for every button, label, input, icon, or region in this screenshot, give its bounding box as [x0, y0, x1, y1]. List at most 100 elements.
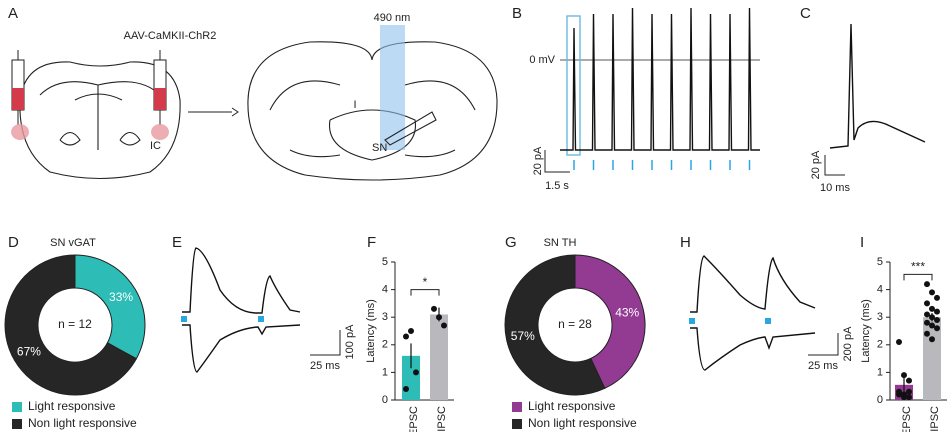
- y-tick-label: 4: [877, 284, 883, 296]
- pie-slice: [504, 254, 606, 396]
- data-point: [924, 300, 930, 307]
- brain-detail: [269, 80, 476, 161]
- legend-label: Non light responsive: [528, 416, 637, 430]
- center-label: n = 12: [58, 317, 92, 331]
- light-beam: [380, 25, 405, 150]
- light-pulse: [258, 316, 264, 322]
- y-tick-label: 1: [877, 366, 883, 378]
- y-tick-label: 5: [382, 256, 388, 268]
- data-point: [413, 369, 419, 376]
- y-axis-label: Latency (ms): [365, 299, 377, 363]
- syringe-fill: [154, 88, 166, 110]
- legend-label: Non light responsive: [28, 416, 137, 430]
- significance-bracket: [903, 273, 933, 281]
- y-tick-label: 2: [382, 339, 388, 351]
- chart-title: SN vGAT: [50, 237, 96, 249]
- data-point: [906, 377, 912, 384]
- y-tick-label: 4: [382, 284, 388, 296]
- data-point: [929, 336, 935, 343]
- center-label: n = 28: [558, 317, 592, 331]
- scale-x: 1.5 s: [545, 180, 569, 192]
- scale-x: 25 ms: [310, 360, 340, 372]
- x-tick-label: IPSC: [929, 406, 941, 432]
- data-point: [901, 372, 907, 379]
- scale-bar: [544, 150, 570, 173]
- pie-slice: [4, 254, 138, 396]
- electrode: [384, 111, 437, 146]
- scale-x: 10 ms: [820, 182, 850, 194]
- data-point: [436, 314, 442, 321]
- value-label: 43%: [615, 306, 639, 320]
- y-tick-label: 3: [877, 311, 883, 323]
- trace: [829, 23, 926, 149]
- significance-bracket: [410, 289, 440, 296]
- value-label: 33%: [109, 290, 133, 304]
- data-point: [924, 319, 930, 326]
- scale-bar: [824, 155, 845, 176]
- data-point: [934, 294, 940, 301]
- injection-site: [11, 124, 29, 140]
- wavelength-label: 490 nm: [374, 12, 411, 24]
- y-tick-label: 0: [877, 394, 883, 406]
- trace: [560, 7, 760, 151]
- scale-y: 20 pA: [810, 150, 822, 179]
- x-tick-label: EPSC: [408, 406, 420, 432]
- brain-section: [247, 41, 498, 181]
- voltage-label: 0 mV: [529, 54, 555, 66]
- pie-slice: [74, 254, 146, 360]
- data-point: [924, 330, 930, 337]
- legend-swatch: [12, 402, 22, 412]
- panel-label: B: [512, 5, 522, 22]
- legend-label: Light responsive: [28, 399, 116, 413]
- data-point: [934, 316, 940, 323]
- brain-section: [19, 61, 181, 179]
- data-point: [431, 305, 437, 312]
- panel-label: F: [367, 234, 376, 251]
- chart-title: SN TH: [544, 237, 577, 249]
- data-point: [896, 391, 902, 398]
- region-label: I: [353, 99, 356, 111]
- panel-label: A: [8, 5, 18, 22]
- bar: [923, 317, 941, 400]
- data-point: [901, 394, 907, 401]
- y-tick-label: 3: [382, 311, 388, 323]
- data-point: [929, 322, 935, 329]
- panel-h: 200 pA 25 ms: [689, 255, 854, 372]
- data-point: [441, 322, 447, 329]
- panel-label: D: [8, 234, 19, 251]
- light-pulse: [181, 316, 187, 322]
- panel-label: C: [800, 5, 811, 22]
- virus-label: AAV-CaMKII-ChR2: [124, 30, 217, 42]
- data-point: [403, 333, 409, 340]
- panel-a: AAV-CaMKII-ChR2 IC 490 nm I SN: [11, 12, 498, 181]
- data-point: [929, 289, 935, 296]
- scale-y: 20 pA: [532, 146, 544, 175]
- data-point: [934, 325, 940, 332]
- panel-label: I: [860, 234, 864, 251]
- syringe-fill: [12, 88, 24, 110]
- trace: [182, 324, 301, 373]
- data-point: [934, 308, 940, 315]
- data-point: [906, 394, 912, 401]
- injection-site: [151, 124, 169, 140]
- data-point: [929, 314, 935, 321]
- y-axis-label: Latency (ms): [860, 299, 872, 363]
- y-tick-label: 5: [877, 256, 883, 268]
- scale-bar: [808, 333, 839, 356]
- x-tick-label: EPSC: [901, 406, 913, 432]
- legend-label: Light responsive: [528, 399, 616, 413]
- panel-label: G: [505, 234, 517, 251]
- trace: [690, 255, 816, 313]
- panel-c: 20 pA 10 ms: [810, 23, 926, 194]
- panel-e: 100 pA 25 ms: [181, 247, 356, 373]
- scale-y: 200 pA: [842, 326, 854, 362]
- data-point: [924, 311, 930, 318]
- light-pulse: [765, 318, 771, 324]
- value-label: 57%: [511, 329, 535, 343]
- data-point: [906, 388, 912, 395]
- injection-label: IC: [150, 140, 161, 152]
- y-tick-label: 2: [877, 339, 883, 351]
- data-point: [929, 305, 935, 312]
- significance-label: ***: [911, 260, 925, 274]
- trace: [690, 327, 816, 371]
